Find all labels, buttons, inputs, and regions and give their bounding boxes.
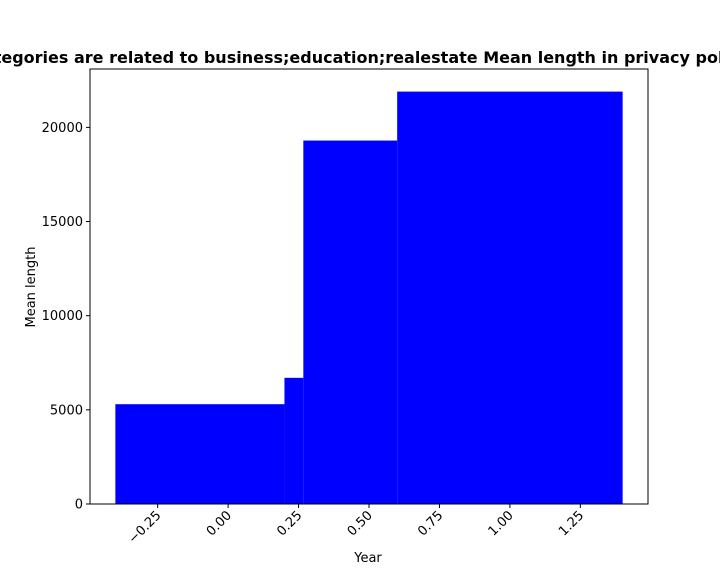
bar-0 [115,404,285,504]
bar-2 [303,140,398,504]
bars [115,91,623,504]
x-tick-label-6: 1.25 [556,508,587,539]
x-tick-label-1: 0.00 [204,508,235,539]
x-tick-label-3: 0.50 [345,508,376,539]
y-axis-label: Mean length [24,247,39,328]
chart-title: Categories are related to business;educa… [0,48,720,67]
y-axis-ticks: 0 5000 10000 15000 20000 [42,121,90,513]
bar-1 [284,377,304,504]
y-tick-label-2: 10000 [42,309,83,324]
y-tick-label-1: 5000 [50,403,83,418]
x-tick-label-0: −0.25 [126,508,165,547]
y-tick-label-4: 20000 [42,121,83,136]
y-tick-label-3: 15000 [42,215,83,230]
bar-3 [397,91,623,504]
y-tick-label-0: 0 [75,498,83,513]
x-tick-label-4: 0.75 [415,508,446,539]
x-tick-label-2: 0.25 [274,508,305,539]
x-tick-label-5: 1.00 [486,508,517,539]
x-axis-label: Year [353,551,382,566]
x-axis-ticks: −0.25 0.00 0.25 0.50 0.75 1.00 1.25 [126,504,587,547]
